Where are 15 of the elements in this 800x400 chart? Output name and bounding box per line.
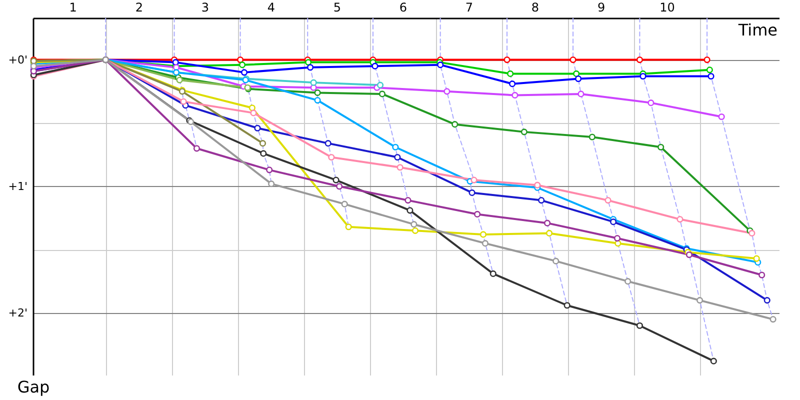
x-tick-label: 1 — [69, 0, 77, 14]
x-axis-title: Time — [737, 20, 778, 40]
x-tick-label: 8 — [531, 0, 540, 14]
x-tick-label: 7 — [465, 0, 474, 14]
x-tick-label: 9 — [597, 0, 606, 14]
y-axis-title: Gap — [17, 378, 50, 396]
x-tick-label: 5 — [333, 0, 341, 14]
x-tick-label: 4 — [267, 0, 275, 14]
y-tick-label: +0' — [8, 53, 28, 66]
x-tick-label: 10 — [660, 0, 675, 14]
y-tick-label: +1' — [8, 180, 28, 193]
x-tick-label: 6 — [399, 0, 408, 14]
y-tick-label: +2' — [8, 306, 28, 320]
x-tick-label: 2 — [135, 0, 143, 14]
x-tick-label: 3 — [201, 0, 209, 14]
